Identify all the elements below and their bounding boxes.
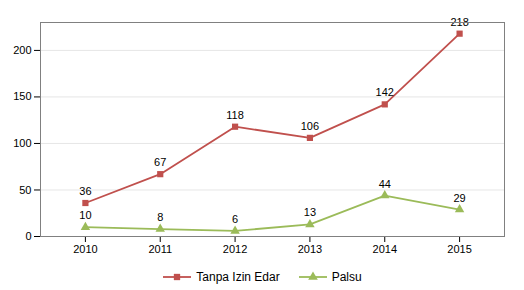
svg-text:2011: 2011 bbox=[148, 243, 172, 255]
svg-text:8: 8 bbox=[157, 211, 163, 223]
svg-text:0: 0 bbox=[25, 230, 31, 242]
svg-text:2015: 2015 bbox=[447, 243, 471, 255]
svg-text:29: 29 bbox=[453, 192, 465, 204]
svg-text:200: 200 bbox=[13, 44, 31, 56]
svg-text:2013: 2013 bbox=[298, 243, 322, 255]
svg-text:67: 67 bbox=[154, 156, 166, 168]
html-text:Palsu: Palsu bbox=[331, 270, 362, 284]
svg-text:2010: 2010 bbox=[73, 243, 97, 255]
svg-text:106: 106 bbox=[301, 120, 319, 132]
svg-text:2012: 2012 bbox=[223, 243, 247, 255]
svg-text:6: 6 bbox=[232, 213, 238, 225]
svg-text:44: 44 bbox=[379, 178, 391, 190]
svg-text:10: 10 bbox=[79, 209, 91, 221]
svg-text:118: 118 bbox=[226, 109, 244, 121]
svg-text:142: 142 bbox=[376, 86, 394, 98]
svg-text:150: 150 bbox=[13, 90, 31, 102]
html-text:Tanpa Izin Edar: Tanpa Izin Edar bbox=[196, 270, 280, 284]
svg-text:2014: 2014 bbox=[373, 243, 397, 255]
svg-text:100: 100 bbox=[13, 137, 31, 149]
svg-text:13: 13 bbox=[304, 206, 316, 218]
svg-text:218: 218 bbox=[450, 16, 468, 28]
svg-text:36: 36 bbox=[79, 185, 91, 197]
svg-text:50: 50 bbox=[19, 183, 31, 195]
